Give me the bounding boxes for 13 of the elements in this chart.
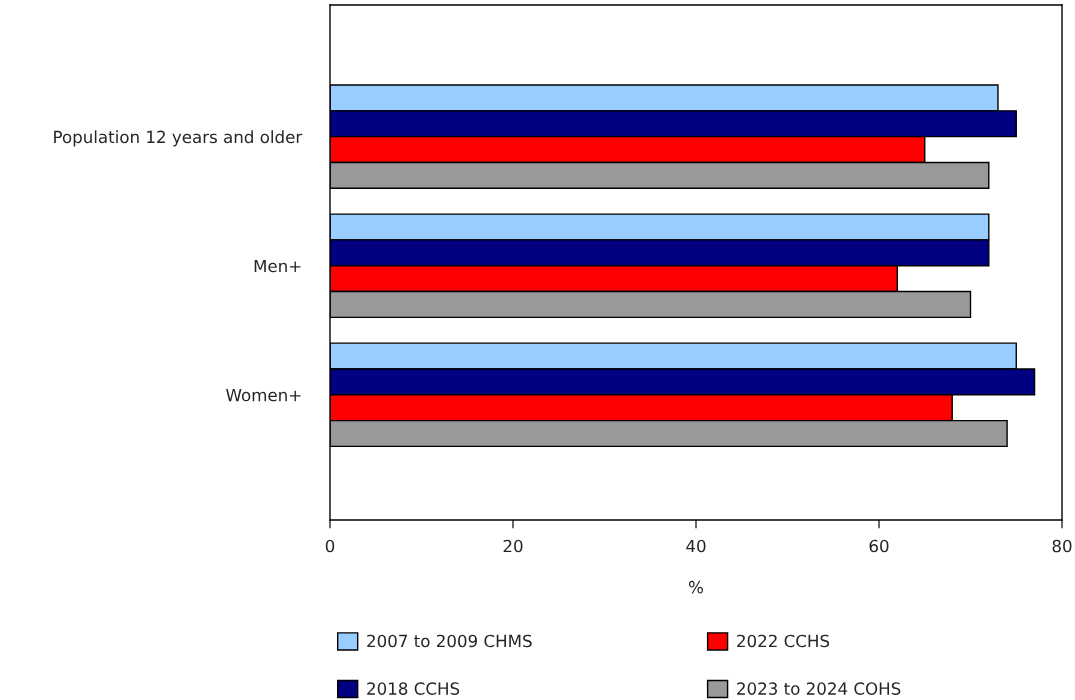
x-tick-label: 0 <box>325 539 335 553</box>
legend-label: 2023 to 2024 COHS <box>737 682 901 695</box>
y-tick-label: Men+ <box>254 259 301 273</box>
legend-label: 2018 CCHS <box>367 682 460 695</box>
y-tick-label: Women+ <box>226 388 301 402</box>
y-tick-label: Population 12 years and older <box>54 130 303 147</box>
x-axis-title: % <box>689 580 703 594</box>
legend-label: 2007 to 2009 CHMS <box>367 634 532 648</box>
x-tick-label: 40 <box>686 539 706 553</box>
x-tick-label: 80 <box>1052 539 1072 553</box>
x-tick-label: 20 <box>503 539 523 553</box>
legend-label: 2022 CCHS <box>737 634 830 648</box>
x-tick-label: 60 <box>869 539 889 553</box>
